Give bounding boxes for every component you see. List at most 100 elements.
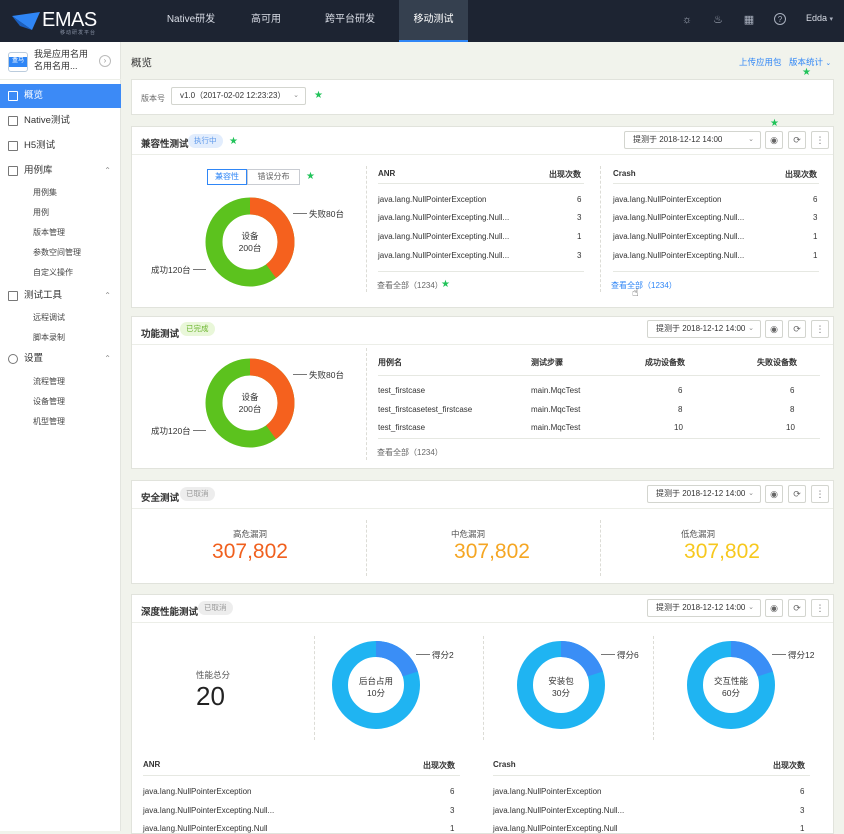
bell-icon[interactable]: ♨: [713, 14, 723, 26]
eye-icon[interactable]: ◉: [765, 599, 783, 617]
func-title: 功能测试: [141, 329, 180, 340]
sidebar-subitem-custom[interactable]: 自定义操作: [33, 268, 73, 277]
toggle-error-dist[interactable]: 错误分布: [247, 169, 300, 185]
donut-name: 交互性能: [713, 676, 748, 686]
sidebar-item-overview[interactable]: 概览: [0, 84, 121, 108]
refresh-icon[interactable]: ⟳: [788, 320, 806, 338]
version-select[interactable]: v1.0（2017-02-02 12:23:23） ⌄: [171, 87, 306, 105]
legend-fail: 失败80台: [309, 370, 344, 380]
sidebar-subitem-remote-debug[interactable]: 远程调试: [33, 313, 65, 322]
document-icon: [8, 141, 18, 151]
sidebar-subitem-case[interactable]: 用例: [33, 208, 49, 217]
more-icon[interactable]: ⋮: [811, 131, 829, 149]
more-icon[interactable]: ⋮: [811, 485, 829, 503]
nav-cross-platform[interactable]: 跨平台研发: [325, 14, 375, 25]
eye-icon[interactable]: ◉: [765, 131, 783, 149]
sidebar-subitem-caseset[interactable]: 用例集: [33, 188, 57, 197]
donut-name: 安装包: [548, 676, 574, 686]
view-all-link[interactable]: 查看全部（1234）: [377, 448, 443, 457]
user-menu[interactable]: Edda ▾: [806, 13, 833, 23]
submit-time-select[interactable]: 提测于 2018-12-12 14:00 ⌄: [647, 320, 761, 338]
sidebar-subitem-device[interactable]: 设备管理: [33, 397, 65, 406]
mid-vuln-label: 中危漏洞: [450, 529, 485, 539]
donut-value: 30分: [552, 688, 570, 698]
more-icon[interactable]: ⋮: [811, 320, 829, 338]
divider: [366, 348, 367, 460]
legend-success: 成功120台: [151, 426, 191, 436]
column-header: 失败设备数: [757, 358, 797, 367]
calendar-icon[interactable]: ▦: [743, 14, 755, 26]
sidebar-item-h5[interactable]: H5测试: [0, 134, 121, 158]
divider: [600, 166, 601, 292]
sidebar-item-label: H5测试: [24, 140, 56, 151]
table-cell: 6: [450, 787, 455, 796]
divider: [483, 636, 484, 740]
sidebar-item-native[interactable]: Native测试: [0, 109, 121, 133]
mid-vuln-value: 307,802: [454, 540, 530, 563]
func-donut: [205, 358, 295, 448]
table-cell: java.lang.NullPointerExcepting.Null...: [613, 232, 745, 241]
star-icon: ★: [441, 279, 450, 290]
app-icon: 盒马: [8, 52, 28, 72]
view-all-crash-link[interactable]: 查看全部（1234）: [611, 281, 677, 290]
perf-total-label: 性能总分: [196, 670, 231, 680]
refresh-icon[interactable]: ⟳: [788, 131, 806, 149]
sidebar-item-tools[interactable]: 测试工具 ⌃: [0, 284, 121, 308]
chevron-up-icon: ⌃: [104, 291, 111, 300]
refresh-icon[interactable]: ⟳: [788, 599, 806, 617]
brand-subtitle: 移动研发平台: [60, 30, 97, 36]
donut-total: 200台: [238, 404, 262, 414]
table-cell: 3: [577, 251, 582, 260]
sidebar-item-label: 测试工具: [24, 290, 63, 301]
upload-package-link[interactable]: 上传应用包: [739, 57, 782, 67]
nav-availability[interactable]: 高可用: [251, 14, 281, 25]
bulb-icon[interactable]: ☼: [681, 14, 693, 26]
chevron-down-icon: ▾: [829, 16, 834, 23]
sidebar-item-caselib[interactable]: 用例库 ⌃: [0, 159, 121, 183]
legend-fail: 失败80台: [309, 209, 344, 219]
view-all-anr-link[interactable]: 查看全部（1234）: [377, 281, 443, 290]
eye-icon[interactable]: ◉: [765, 320, 783, 338]
table-cell: java.lang.NullPointerException: [613, 195, 722, 204]
eye-icon[interactable]: ◉: [765, 485, 783, 503]
star-icon: ★: [802, 67, 811, 78]
sidebar-subitem-flow[interactable]: 流程管理: [33, 377, 65, 386]
page-title: 概览: [131, 57, 152, 69]
legend-line: [772, 654, 786, 655]
perf-title: 深度性能测试: [141, 607, 199, 618]
legend-line: [293, 374, 307, 375]
chevron-right-icon[interactable]: ›: [99, 55, 111, 67]
legend-line: [193, 269, 206, 270]
version-stats-link[interactable]: 版本统计 ⌄: [789, 56, 831, 68]
refresh-icon[interactable]: ⟳: [788, 485, 806, 503]
nav-native[interactable]: Native研发: [166, 14, 216, 25]
more-icon[interactable]: ⋮: [811, 599, 829, 617]
divider: [613, 183, 819, 184]
sidebar-subitem-model[interactable]: 机型管理: [33, 417, 65, 426]
table-cell: 6: [678, 386, 683, 395]
sidebar-item-settings[interactable]: 设置 ⌃: [0, 347, 121, 371]
version-value: v1.0（2017-02-02 12:23:23）: [180, 91, 286, 100]
perf-crash-count-header: 出现次数: [773, 761, 805, 770]
sidebar-subitem-script-record[interactable]: 脚本录制: [33, 333, 65, 342]
divider: [653, 636, 654, 740]
sidebar-subitem-paramspace[interactable]: 参数空间管理: [33, 248, 81, 257]
high-vuln-value: 307,802: [212, 540, 288, 563]
donut-center: 交互性能 60分: [706, 675, 756, 699]
nav-mobile-test[interactable]: 移动测试: [399, 0, 468, 42]
table-cell: main.MqcTest: [531, 386, 581, 395]
submit-time-select[interactable]: 提测于 2018-12-12 14:00 ⌄: [624, 131, 761, 149]
column-header: 测试步骤: [531, 358, 563, 367]
help-icon[interactable]: ?: [774, 13, 786, 25]
sidebar-subitem-version[interactable]: 版本管理: [33, 228, 65, 237]
table-cell: 1: [813, 251, 818, 260]
table-cell: 6: [813, 195, 818, 204]
table-cell: 10: [674, 423, 683, 432]
brand-name: EMAS: [42, 9, 97, 31]
submit-time-select[interactable]: 提测于 2018-12-12 14:00 ⌄: [647, 599, 761, 617]
table-cell: java.lang.NullPointerExcepting.Null: [143, 824, 268, 833]
toggle-compat[interactable]: 兼容性: [207, 169, 247, 185]
submit-time-select[interactable]: 提测于 2018-12-12 14:00 ⌄: [647, 485, 761, 503]
legend-line: [193, 430, 206, 431]
table-cell: java.lang.NullPointerExcepting.Null...: [378, 213, 510, 222]
